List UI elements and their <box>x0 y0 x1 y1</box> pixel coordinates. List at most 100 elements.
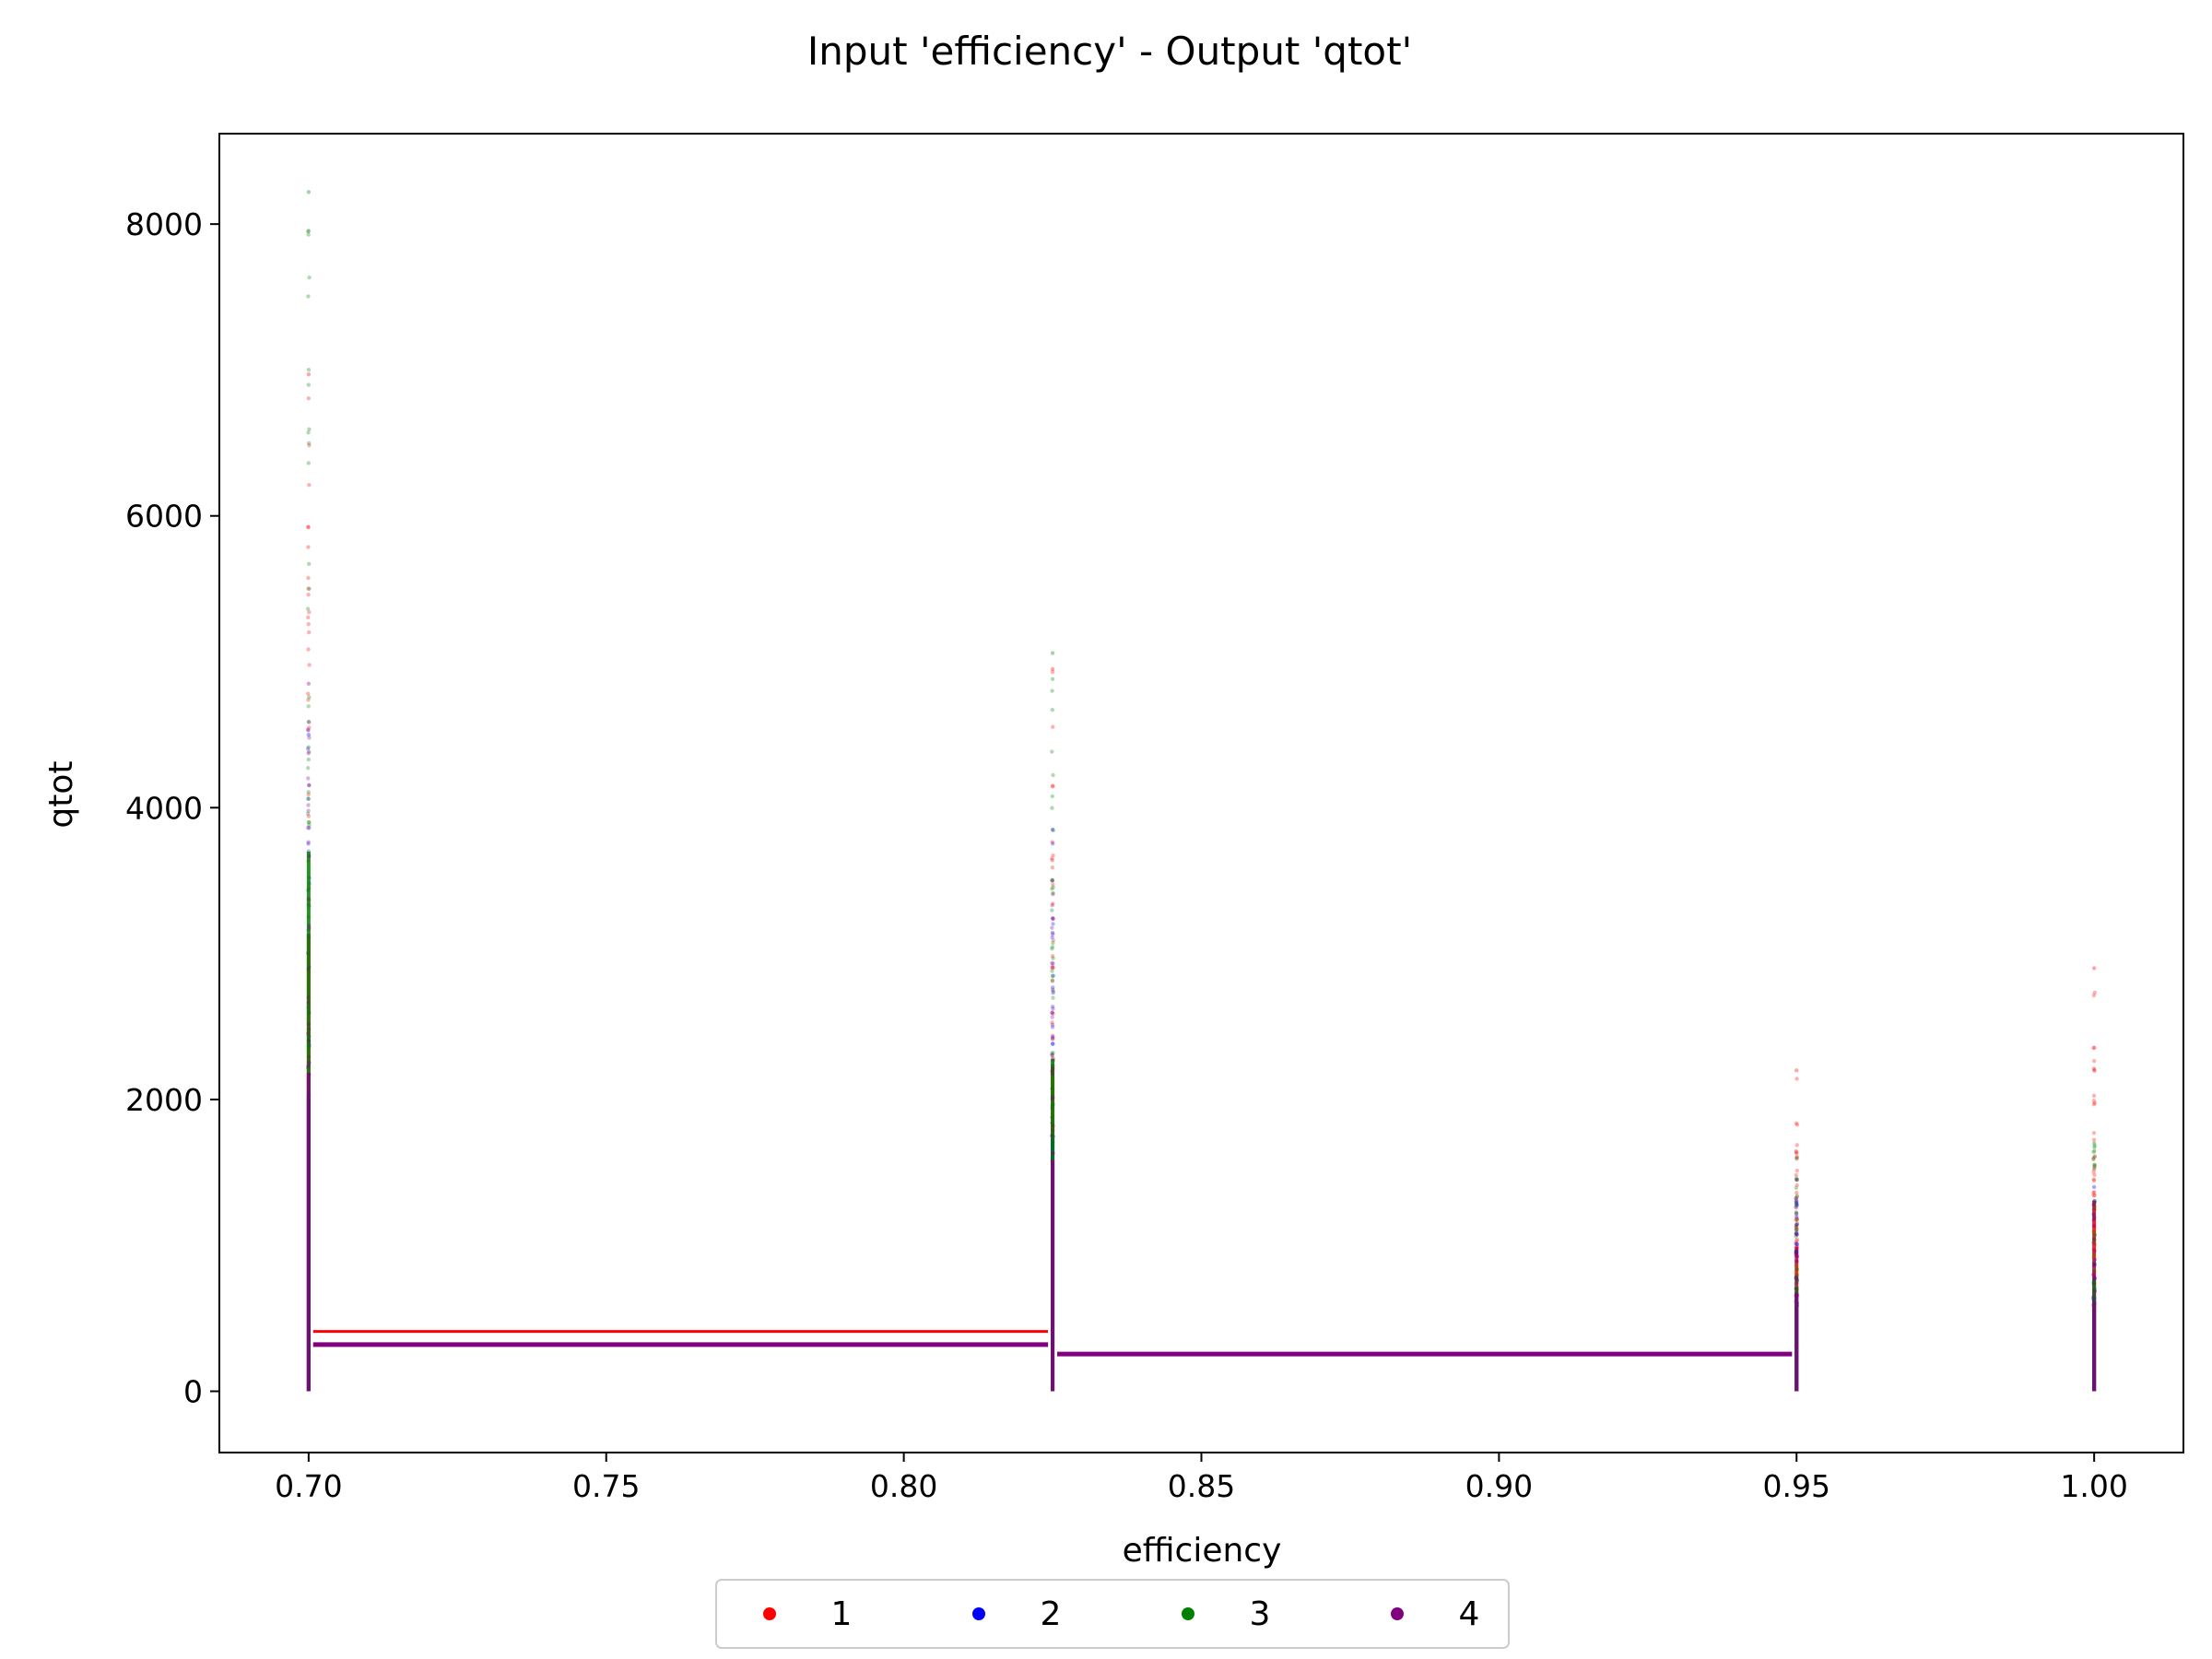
scatter-point <box>1794 1258 1799 1264</box>
scatter-point <box>2091 1045 2096 1051</box>
scatter-point <box>2091 1303 2096 1309</box>
scatter-point <box>1794 1232 1799 1237</box>
scatter-point <box>1794 1230 1799 1235</box>
scatter-point <box>1050 856 1054 861</box>
scatter-point <box>1050 878 1054 883</box>
scatter-point <box>306 367 312 372</box>
scatter-point <box>1794 1275 1798 1280</box>
scatter-point <box>2091 1268 2097 1274</box>
scatter-point <box>1794 1266 1800 1272</box>
scatter-point <box>1794 1253 1800 1259</box>
scatter-point <box>306 776 311 781</box>
scatter-point <box>1050 1159 1055 1164</box>
scatter-point <box>1794 1280 1799 1285</box>
scatter-point-max <box>2091 1184 2097 1190</box>
scatter-point <box>1051 932 1055 936</box>
scatter-point <box>1794 1224 1798 1229</box>
scatter-point <box>2091 1099 2097 1103</box>
scatter-point <box>1794 1259 1799 1265</box>
scatter-point <box>306 586 311 591</box>
scatter-point <box>306 232 311 237</box>
scatter-point <box>1050 784 1055 789</box>
axes-frame <box>218 133 2184 1453</box>
scatter-point <box>306 524 311 529</box>
y-axis: 0 2000 4000 6000 8000 <box>125 206 219 1410</box>
scatter-point <box>2092 1215 2097 1220</box>
scatter-point <box>1794 1221 1800 1226</box>
scatter-point <box>1050 708 1054 712</box>
x-tick-label: 0.75 <box>572 1468 640 1504</box>
scatter-point <box>306 698 311 702</box>
scatter-point <box>2091 1203 2097 1207</box>
scatter-point <box>307 720 312 724</box>
scatter-point <box>1794 1234 1798 1239</box>
scatter-point <box>305 606 311 611</box>
scatter-point <box>1050 1072 1054 1077</box>
scatter-point <box>1794 1249 1799 1254</box>
scatter-point <box>1050 960 1054 966</box>
scatter-point <box>2092 1277 2097 1282</box>
median-line-series-4 <box>312 1339 1793 1359</box>
scatter-point <box>2092 1249 2097 1253</box>
scatter-point <box>2092 1263 2097 1268</box>
scatter-point <box>2092 1295 2097 1300</box>
scatter-point <box>1794 1215 1799 1219</box>
scatter-point <box>2092 1163 2097 1168</box>
scatter-point <box>2091 1272 2096 1277</box>
scatter-point <box>305 747 311 751</box>
scatter-point <box>1050 969 1054 973</box>
scatter-point <box>1794 1249 1799 1253</box>
scatter-point <box>1050 979 1055 983</box>
legend-label-2: 2 <box>1041 1595 1062 1633</box>
scatter-point <box>2091 1213 2097 1218</box>
scatter-point <box>306 757 312 762</box>
scatter-point <box>1794 1227 1798 1232</box>
scatter-point <box>2092 1302 2097 1307</box>
scatter-point <box>1050 865 1055 870</box>
scatter-point <box>1794 1157 1799 1161</box>
scatter-point <box>306 1000 311 1006</box>
scatter-point <box>306 808 311 813</box>
scatter-point <box>1051 1051 1055 1055</box>
scatter-point <box>1794 1217 1799 1222</box>
scatter-point <box>2091 1254 2096 1259</box>
scatter-point <box>1794 1222 1799 1227</box>
scatter-point <box>2092 1154 2098 1159</box>
scatter-point <box>307 823 312 828</box>
scatter-point <box>306 382 312 387</box>
scatter-point <box>2091 1297 2097 1302</box>
scatter-point <box>306 629 312 635</box>
scatter-point <box>1050 1025 1055 1030</box>
scatter-point <box>1794 1293 1799 1298</box>
scatter-point <box>307 782 312 788</box>
scatter-point <box>2092 1067 2097 1072</box>
scatter-point <box>307 610 312 615</box>
scatter-point <box>1050 1128 1055 1133</box>
scatter-point <box>1050 947 1054 951</box>
scatter-point <box>306 803 311 807</box>
scatter-point <box>1051 724 1055 729</box>
scatter-point <box>1794 1293 1799 1299</box>
scatter-point <box>2092 1300 2097 1305</box>
scatter-point <box>2092 1199 2097 1204</box>
scatter-point <box>1050 1022 1055 1028</box>
scatter-point <box>306 1054 312 1059</box>
y-tick-label: 0 <box>183 1374 203 1410</box>
scatter-point <box>2091 1277 2097 1282</box>
scatter-point <box>2091 1167 2097 1171</box>
scatter-point <box>307 820 312 825</box>
scatter-point <box>1794 1241 1798 1246</box>
x-axis: 0.70 0.75 0.80 0.85 0.90 0.95 1.00 <box>275 1453 2128 1504</box>
scatter-point <box>306 719 312 724</box>
scatter-point <box>1051 1058 1055 1063</box>
scatter-point <box>1050 677 1055 681</box>
scatter-point <box>306 966 311 971</box>
scatter-point <box>1051 1066 1055 1071</box>
scatter-point <box>1794 1204 1798 1209</box>
scatter-point <box>1050 1159 1054 1163</box>
scatter-point <box>2091 1093 2097 1099</box>
legend-label-4: 4 <box>1459 1595 1480 1633</box>
scatter-point <box>1050 1005 1055 1009</box>
scatter-point-max <box>1050 651 1055 655</box>
scatter-point <box>1051 1095 1055 1100</box>
